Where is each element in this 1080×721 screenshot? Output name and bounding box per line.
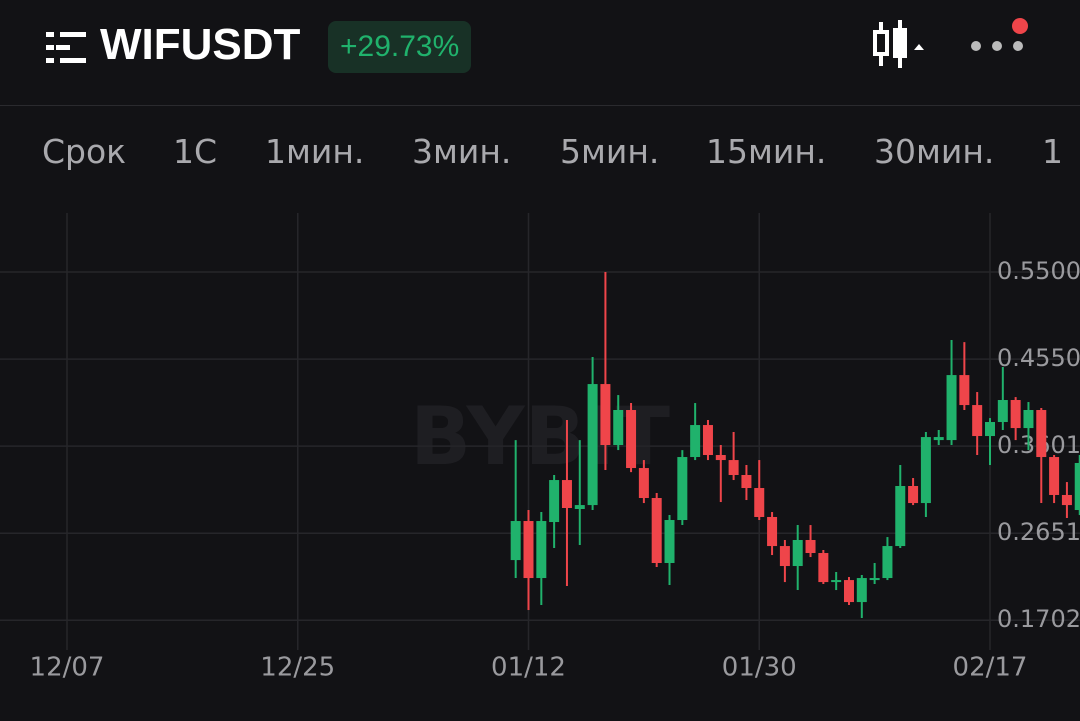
more-menu[interactable]: [966, 14, 1032, 60]
candle-body: [1010, 400, 1021, 429]
y-tick-label: 0.2651: [997, 518, 1080, 546]
y-tick-label: 0.4550: [997, 344, 1080, 372]
y-tick-label: 0.5500: [997, 257, 1080, 285]
x-tick-label: 02/17: [953, 653, 1028, 683]
candle-body: [1074, 462, 1080, 511]
candle-body: [677, 457, 688, 521]
candle-body: [600, 384, 611, 446]
candle-body: [715, 455, 726, 461]
x-tick-label: 12/07: [30, 653, 105, 683]
tab[interactable]: 30мин.: [874, 132, 995, 171]
candle-body: [741, 474, 752, 489]
candle-body: [523, 521, 534, 579]
candle-body: [831, 580, 842, 583]
candle-body: [638, 468, 649, 499]
x-tick-label: 01/30: [722, 653, 797, 683]
candle-body: [779, 546, 790, 567]
candle-body: [1061, 494, 1072, 506]
candle-body: [856, 578, 867, 603]
tab[interactable]: 3мин.: [412, 132, 512, 171]
candle-body: [754, 488, 765, 517]
candle-body: [997, 400, 1008, 423]
candle-body: [728, 460, 739, 475]
candle-body: [651, 498, 662, 564]
candle-body: [895, 485, 906, 547]
tab[interactable]: 1мин.: [265, 132, 365, 171]
candle-body: [959, 375, 970, 406]
change-badge: +29.73%: [328, 21, 472, 73]
tab[interactable]: 15мин.: [706, 132, 827, 171]
candle-body: [767, 516, 778, 547]
candle-body: [613, 410, 624, 446]
candle-body: [882, 546, 893, 579]
candle-body: [805, 539, 816, 554]
x-tick-label: 01/12: [491, 653, 566, 683]
candle-body: [792, 539, 803, 567]
tab[interactable]: 5мин.: [560, 132, 660, 171]
candle-body: [587, 384, 598, 506]
candle-body: [702, 425, 713, 456]
candle-body: [626, 410, 637, 469]
candle-body: [946, 375, 957, 441]
candle-body: [843, 580, 854, 603]
tab[interactable]: Срок: [42, 132, 127, 171]
candle-body: [933, 437, 944, 441]
y-tick-label: 0.1702: [997, 605, 1080, 633]
candle-body: [664, 520, 675, 564]
divider: [0, 105, 1080, 106]
chart-type-icon[interactable]: [872, 18, 928, 70]
candle-body: [972, 405, 983, 437]
tab[interactable]: 1: [1042, 132, 1063, 171]
candle-body: [818, 553, 829, 583]
candle-body: [1036, 410, 1047, 458]
candle-body: [561, 480, 572, 509]
candle-body: [869, 578, 880, 581]
candle-body: [985, 422, 995, 437]
x-tick-label: 12/25: [260, 653, 335, 683]
candle-body: [536, 521, 547, 579]
candle-body: [1049, 457, 1060, 495]
menu-icon[interactable]: [46, 30, 88, 66]
tab[interactable]: 1С: [173, 132, 218, 171]
candle-body: [510, 521, 521, 561]
candle-body: [920, 437, 931, 504]
candle-body: [549, 480, 560, 523]
candle-body: [690, 425, 701, 458]
candle-body: [574, 505, 585, 510]
candle-body: [908, 485, 919, 504]
candle-body: [1023, 410, 1034, 429]
pair-title[interactable]: WIFUSDT: [100, 20, 301, 69]
